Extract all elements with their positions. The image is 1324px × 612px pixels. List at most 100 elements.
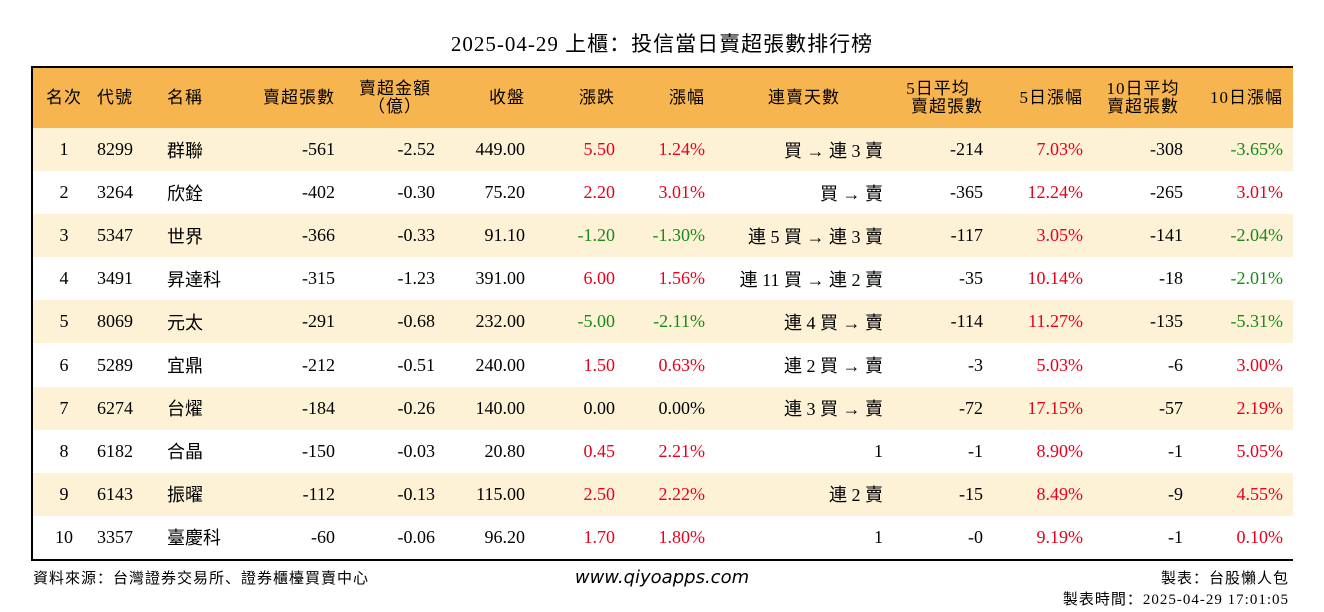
- cell-rank: 5: [59, 311, 69, 332]
- cell-rank: 1: [59, 139, 69, 160]
- cell-avg10: -6: [1168, 354, 1183, 375]
- table-row: 4 3491 昇達科 -315 -1.23 391.00 6.00 1.56% 連 11 買 →…: [33, 257, 1293, 301]
- cell-sell-amount: -0.68: [397, 311, 436, 332]
- cell-code: 5347: [97, 225, 133, 246]
- cell-streak: 連 2 賣: [829, 485, 883, 506]
- table-row: 6 5289 宜鼎 -212 -0.51 240.00 1.50 0.63% 連 2 買 → 賣…: [33, 343, 1293, 387]
- header-sell-amount-line1: 賣超金額: [359, 79, 431, 98]
- cell-change: 2.50: [583, 483, 616, 504]
- cell-pct5: 9.19%: [1036, 526, 1084, 547]
- header-change-pct: 漲幅: [669, 88, 705, 107]
- cell-sell-amount: -0.13: [397, 483, 436, 504]
- cell-rank: 9: [59, 483, 69, 504]
- cell-streak: 買 → 連 3 賣: [784, 140, 883, 161]
- cell-avg5: -35: [959, 268, 983, 289]
- cell-close: 75.20: [484, 182, 526, 203]
- cell-sell-amount: -0.03: [397, 440, 436, 461]
- cell-pct10: 2.19%: [1236, 397, 1284, 418]
- cell-sell-shares: -561: [302, 139, 335, 160]
- cell-change: 5.50: [583, 139, 616, 160]
- cell-avg5: -1: [968, 440, 983, 461]
- cell-avg10: -308: [1150, 139, 1183, 160]
- header-avg5: 5日平均 賣超張數: [893, 68, 993, 128]
- cell-name: 群聯: [167, 140, 203, 161]
- header-avg10-line1: 10日平均: [1106, 79, 1180, 98]
- cell-pct10: -2.04%: [1230, 225, 1284, 246]
- cell-name: 合晶: [167, 442, 203, 463]
- cell-pct5: 5.03%: [1036, 354, 1084, 375]
- ranking-table: 名次 代號 名稱 賣超張數 賣超金額 （億） 收盤 漲跌 漲幅 連賣天數 5日平…: [33, 68, 1293, 559]
- cell-code: 6274: [97, 397, 133, 418]
- cell-sell-shares: -150: [302, 440, 335, 461]
- cell-avg10: -135: [1150, 311, 1183, 332]
- header-code: 代號: [97, 88, 133, 107]
- table-row: 8 6182 合晶 -150 -0.03 20.80 0.45 2.21% 1 -1 8.90% -1…: [33, 429, 1293, 473]
- header-pct5: 5日漲幅: [1019, 88, 1083, 107]
- header-change: 漲跌: [579, 88, 615, 107]
- header-avg10-line2: 賣超張數: [1107, 97, 1179, 116]
- cell-streak: 連 5 買 → 連 3 賣: [748, 226, 883, 247]
- cell-code: 6143: [97, 483, 133, 504]
- website-link[interactable]: www.qiyoapps.com: [574, 567, 750, 588]
- cell-streak: 連 11 買 → 連 2 賣: [739, 269, 883, 290]
- cell-change: 2.20: [583, 182, 616, 203]
- cell-rank: 4: [59, 268, 69, 289]
- table-row: 5 8069 元太 -291 -0.68 232.00 -5.00 -2.11% 連 4 買 →…: [33, 300, 1293, 344]
- cell-change-pct: 1.56%: [658, 268, 706, 289]
- cell-change: -1.20: [577, 225, 616, 246]
- cell-change-pct: 3.01%: [658, 182, 706, 203]
- cell-avg5: -0: [968, 526, 983, 547]
- cell-rank: 10: [55, 526, 73, 547]
- cell-close: 20.80: [484, 440, 526, 461]
- table-row: 3 5347 世界 -366 -0.33 91.10 -1.20 -1.30% 連 5 買 → …: [33, 214, 1293, 258]
- cell-name: 宜鼎: [167, 356, 203, 377]
- header-name: 名稱: [167, 88, 203, 107]
- cell-avg5: -72: [959, 397, 983, 418]
- header-sell-shares: 賣超張數: [263, 88, 335, 107]
- table-body: 1 8299 群聯 -561 -2.52 449.00 5.50 1.24% 買 → 連 3 賣…: [33, 128, 1293, 559]
- table-header-row: 名次 代號 名稱 賣超張數 賣超金額 （億） 收盤 漲跌 漲幅 連賣天數 5日平…: [33, 68, 1293, 128]
- cell-change-pct: 0.63%: [658, 354, 706, 375]
- cell-code: 8069: [97, 311, 133, 332]
- cell-sell-shares: -112: [302, 483, 335, 504]
- cell-rank: 2: [59, 182, 69, 203]
- cell-change-pct: -2.11%: [653, 311, 705, 332]
- table-row: 2 3264 欣銓 -402 -0.30 75.20 2.20 3.01% 買 → 賣 -365 1…: [33, 171, 1293, 215]
- cell-sell-amount: -0.30: [397, 182, 436, 203]
- cell-sell-shares: -184: [302, 397, 335, 418]
- table-row: 9 6143 振曜 -112 -0.13 115.00 2.50 2.22% 連 2 賣 -15 8…: [33, 472, 1293, 516]
- cell-pct5: 8.90%: [1036, 440, 1084, 461]
- cell-close: 391.00: [475, 268, 526, 289]
- cell-pct5: 10.14%: [1027, 268, 1084, 289]
- cell-sell-shares: -60: [311, 526, 335, 547]
- cell-change: -5.00: [577, 311, 616, 332]
- cell-rank: 3: [59, 225, 69, 246]
- cell-sell-amount: -0.33: [397, 225, 436, 246]
- cell-avg10: -18: [1159, 268, 1183, 289]
- cell-pct5: 17.15%: [1027, 397, 1084, 418]
- header-streak: 連賣天數: [768, 88, 840, 107]
- table-row: 10 3357 臺慶科 -60 -0.06 96.20 1.70 1.80% 1 -0 9.19% -…: [33, 515, 1293, 559]
- cell-sell-amount: -0.51: [397, 354, 436, 375]
- cell-code: 8299: [97, 139, 133, 160]
- cell-rank: 8: [59, 440, 69, 461]
- cell-rank: 7: [59, 397, 69, 418]
- cell-sell-shares: -291: [302, 311, 335, 332]
- cell-avg10: -57: [1159, 397, 1183, 418]
- cell-change: 0.00: [583, 397, 616, 418]
- cell-avg10: -265: [1150, 182, 1183, 203]
- cell-close: 232.00: [475, 311, 526, 332]
- header-pct10: 10日漲幅: [1210, 88, 1283, 107]
- header-avg5-line2: 賣超張數: [911, 97, 983, 116]
- cell-avg5: -365: [950, 182, 983, 203]
- cell-avg10: -1: [1168, 440, 1183, 461]
- cell-name: 台燿: [167, 399, 203, 420]
- cell-pct10: 3.00%: [1236, 354, 1284, 375]
- timestamp: 製表時間：2025-04-29 17:01:05: [1062, 592, 1289, 608]
- data-source: 資料來源：台灣證券交易所、證券櫃檯買賣中心: [33, 571, 370, 587]
- table-row: 7 6274 台燿 -184 -0.26 140.00 0.00 0.00% 連 3 買 → 賣…: [33, 386, 1293, 430]
- cell-name: 昇達科: [167, 269, 221, 290]
- cell-name: 振曜: [167, 485, 203, 506]
- cell-pct5: 11.27%: [1028, 311, 1083, 332]
- cell-change-pct: 2.22%: [658, 483, 706, 504]
